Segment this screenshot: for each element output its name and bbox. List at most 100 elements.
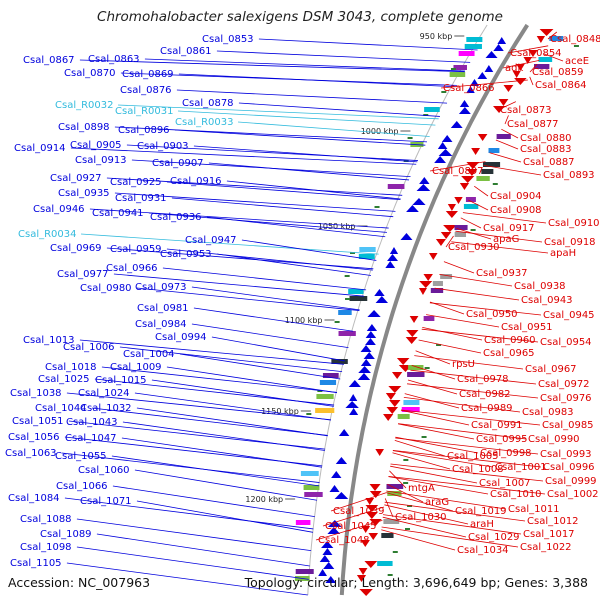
forward-gene-mark: [329, 485, 340, 492]
forward-gene-mark: [387, 254, 399, 261]
cog-block: [316, 394, 334, 399]
reverse-gene-mark: [365, 498, 375, 505]
forward-gene-mark: [325, 576, 337, 583]
forward-gene-label: Csal_R0034: [18, 229, 77, 240]
reverse-gene-mark: [418, 288, 427, 295]
rna-dash: [403, 459, 409, 461]
reverse-gene-label: aceE: [565, 56, 589, 67]
forward-gene-label: Csal_0980: [80, 283, 132, 294]
label-connector: [392, 450, 542, 468]
reverse-gene-mark: [405, 337, 418, 344]
forward-gene-mark: [437, 142, 448, 149]
cog-block: [466, 37, 483, 42]
reverse-gene-mark: [429, 253, 438, 260]
forward-gene-label: Csal_1009: [110, 362, 162, 373]
forward-gene-label: Csal_1105: [10, 558, 62, 569]
cog-block: [538, 57, 553, 62]
label-connector: [398, 423, 527, 440]
reverse-gene-label: Csal_0993: [540, 449, 592, 460]
rna-dash: [334, 321, 340, 323]
forward-gene-label: Csal_0953: [160, 249, 212, 260]
label-connector: [330, 492, 387, 512]
reverse-gene-label: Csal_0960: [484, 335, 536, 346]
label-connector: [79, 339, 345, 365]
forward-gene-label: Csal_0861: [160, 46, 212, 57]
forward-gene-label: Csal_1055: [55, 451, 107, 462]
reverse-gene-mark: [498, 99, 509, 106]
label-connector: [258, 38, 478, 51]
forward-gene-mark: [484, 65, 494, 72]
cog-block: [454, 232, 467, 237]
cog-block: [303, 485, 320, 490]
label-connector: [179, 353, 341, 380]
reverse-gene-label: Csal_0904: [490, 191, 542, 202]
forward-gene-mark: [441, 135, 453, 142]
forward-gene-mark: [327, 527, 341, 534]
label-connector: [122, 421, 325, 451]
label-connector: [91, 407, 328, 436]
label-connector: [166, 248, 373, 271]
rna-dash: [405, 528, 411, 530]
forward-gene-mark: [438, 149, 453, 156]
forward-gene-mark: [470, 79, 479, 86]
cog-block: [358, 254, 375, 259]
forward-gene-label: Csal_1025: [38, 374, 90, 385]
label-connector: [390, 463, 544, 482]
label-connector: [388, 476, 546, 495]
reverse-gene-mark: [536, 36, 546, 43]
reverse-gene-label: Csal_0877: [507, 119, 559, 130]
label-connector: [460, 217, 482, 229]
forward-gene-mark: [365, 338, 376, 345]
forward-gene-label: Csal_0905: [70, 140, 122, 151]
reverse-gene-label: Csal_1011: [508, 504, 560, 515]
label-connector: [112, 485, 315, 517]
cog-block: [349, 296, 368, 301]
reverse-gene-label: Csal_0995: [476, 434, 528, 445]
rna-dash: [306, 413, 312, 415]
cog-block: [403, 400, 420, 405]
label-connector: [392, 450, 494, 468]
forward-gene-mark: [477, 72, 488, 79]
reverse-gene-mark: [386, 407, 399, 414]
reverse-gene-label: rpsU: [452, 359, 475, 370]
label-connector: [398, 423, 475, 440]
reverse-gene-label: Csal_0976: [540, 393, 592, 404]
forward-gene-label: Csal_0936: [150, 212, 202, 223]
label-connector: [383, 514, 522, 535]
label-connector: [238, 102, 440, 117]
reverse-gene-mark: [459, 183, 470, 190]
reverse-gene-mark: [443, 225, 457, 232]
reverse-gene-label: Csal_0989: [461, 403, 513, 414]
label-connector: [394, 440, 446, 457]
label-connector: [166, 366, 338, 394]
forward-gene-label: Csal_0981: [137, 303, 189, 314]
forward-gene-label: Csal_R0033: [175, 117, 234, 128]
reverse-gene-label: Csal_1001: [495, 462, 547, 473]
forward-gene-label: Csal_1015: [95, 375, 147, 386]
label-connector: [502, 60, 540, 69]
reverse-gene-mark: [406, 330, 419, 337]
label-connector: [473, 185, 489, 197]
label-connector: [455, 230, 543, 243]
label-connector: [389, 470, 407, 489]
cog-block: [338, 331, 356, 336]
forward-gene-mark: [348, 380, 361, 387]
reverse-gene-label: Csal_0910: [548, 218, 600, 229]
reverse-gene-label: Csal_0864: [535, 80, 587, 91]
reverse-gene-label: Csal_1045: [325, 521, 377, 532]
reverse-gene-label: Csal_0918: [544, 237, 596, 248]
reverse-gene-mark: [454, 197, 463, 204]
cog-block: [331, 359, 348, 364]
forward-gene-label: Csal_1038: [10, 388, 62, 399]
forward-gene-label: Csal_1071: [80, 496, 132, 507]
reverse-gene-label: Csal_1002: [547, 489, 599, 500]
reverse-gene-mark: [516, 64, 525, 71]
forward-gene-label: Csal_0947: [185, 235, 237, 246]
label-connector: [216, 253, 372, 276]
reverse-gene-mark: [389, 400, 401, 407]
reverse-gene-label: Csal_1019: [455, 506, 507, 517]
forward-gene-label: Csal_1044: [35, 403, 87, 414]
rna-dash: [317, 390, 323, 392]
label-connector: [410, 369, 537, 385]
cog-block: [454, 225, 468, 230]
